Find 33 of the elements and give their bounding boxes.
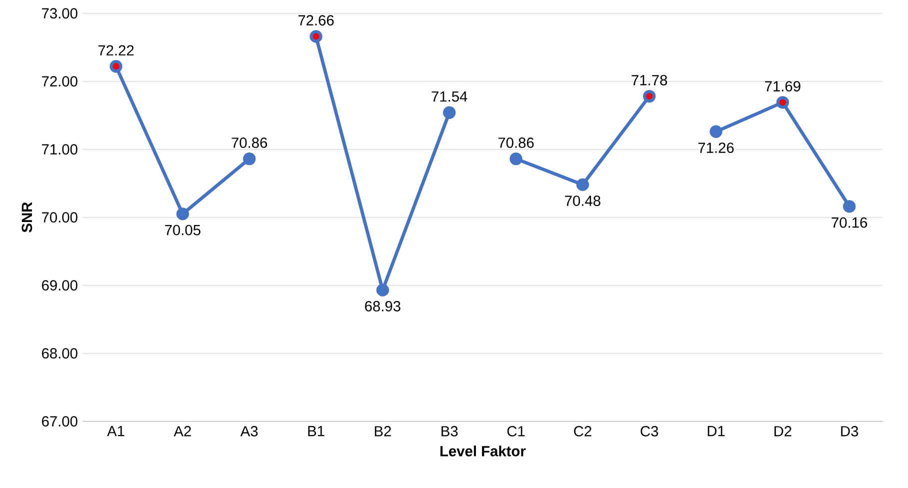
x-tick-label: A3 — [240, 426, 258, 436]
y-tick-label: 71.00 — [42, 144, 78, 155]
data-label: 71.78 — [632, 74, 668, 86]
x-tick-label: B2 — [374, 426, 391, 436]
y-tick-label: 69.00 — [42, 280, 78, 291]
x-tick-label: A2 — [174, 426, 191, 436]
data-label: 68.93 — [365, 301, 400, 312]
y-tick-label: 67.00 — [42, 416, 78, 427]
data-label: 70.16 — [832, 217, 868, 228]
data-label: 71.69 — [765, 81, 800, 92]
y-tick-label: 73.00 — [42, 8, 78, 19]
y-tick-label: 70.00 — [42, 212, 78, 223]
x-tick-label: C1 — [507, 426, 525, 436]
y-tick-label: 72.00 — [42, 76, 78, 87]
x-tick-label: D2 — [774, 426, 792, 436]
x-tick-label: D1 — [708, 426, 725, 436]
x-axis-title: Level Faktor — [440, 446, 526, 456]
x-tick-label: D3 — [841, 426, 858, 436]
x-tick-label: B1 — [308, 426, 324, 436]
x-tick-label: A1 — [107, 426, 124, 436]
data-label: 70.86 — [232, 138, 268, 148]
data-label: 71.54 — [432, 91, 468, 102]
x-tick-label: B3 — [442, 426, 458, 436]
data-label: 70.48 — [565, 196, 600, 206]
y-axis-title: SNR — [22, 202, 32, 232]
data-label: 70.05 — [165, 224, 200, 236]
y-tick-label: 68.00 — [42, 348, 78, 359]
data-label: 71.26 — [698, 142, 734, 153]
x-tick-label: C3 — [640, 426, 658, 436]
data-label: 72.66 — [298, 15, 334, 26]
data-label: 72.22 — [98, 45, 134, 56]
data-label: 70.86 — [498, 138, 534, 148]
x-tick-label: C2 — [574, 426, 592, 436]
